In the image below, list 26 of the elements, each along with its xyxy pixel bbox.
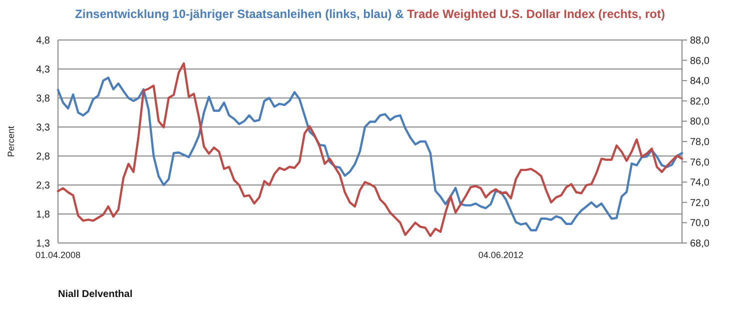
y2-tick-label: 78,0 [690, 137, 710, 148]
y-tick-label: 1,3 [36, 238, 50, 250]
y2-tick-label: 76,0 [690, 157, 710, 168]
y-tick-label: 3,3 [36, 122, 50, 134]
y2-tick-label: 88,0 [690, 36, 710, 46]
y2-tick-label: 84,0 [690, 76, 710, 88]
x-tick-label: 01.04.2008 [35, 250, 81, 260]
y-tick-label: 2,8 [36, 152, 50, 162]
y2-tick-label: 80,0 [690, 116, 710, 128]
y2-tick-label: 82,0 [690, 96, 710, 108]
y-axis-title: Percent [6, 126, 16, 158]
text: Zinsentwicklung 10-jähriger Staatsanleihen (links, blau) [75, 7, 392, 21]
y2-tick-label: 86,0 [690, 56, 710, 67]
text: Niall Delventhal [58, 289, 133, 300]
y2-tick-label: 68,0 [690, 238, 710, 250]
y-tick-label: 3,8 [36, 94, 50, 104]
x-tick-label: 04.06.2012 [478, 250, 524, 260]
y-tick-label: 1,8 [36, 210, 50, 220]
y2-tick-label: 70,0 [690, 218, 710, 230]
chart-title: & [392, 7, 408, 21]
y-tick-label: 4,3 [36, 64, 50, 76]
y-tick-label: 2,3 [36, 180, 50, 192]
y2-tick-label: 74,0 [690, 178, 710, 189]
y-tick-label: 4,8 [36, 36, 50, 46]
y2-tick-label: 72,0 [690, 198, 710, 209]
text: Trade Weighted U.S. Dollar Index (rechts, rot) [407, 7, 665, 21]
